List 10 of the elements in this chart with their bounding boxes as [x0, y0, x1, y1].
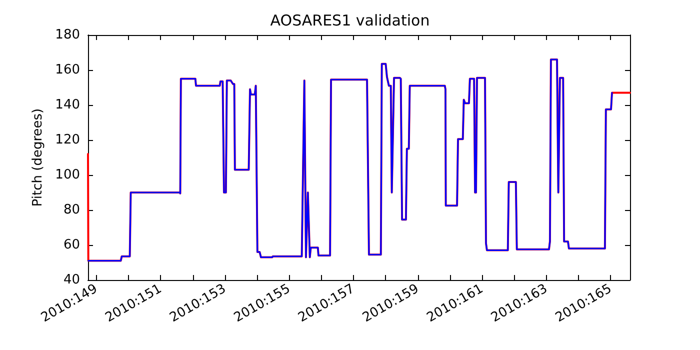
y-tick-label: 180 — [55, 28, 80, 42]
y-tick-label: 140 — [55, 98, 80, 112]
y-tick-label: 80 — [63, 202, 80, 218]
chart-title: AOSARES1 validation — [270, 12, 430, 30]
y-tick-label: 100 — [55, 168, 80, 182]
y-tick-label: 120 — [55, 132, 80, 148]
y-tick-label: 40 — [63, 272, 80, 288]
y-axis-title: Pitch (degrees) — [30, 108, 46, 207]
y-tick-label: 160 — [55, 62, 80, 78]
y-tick-label: 60 — [63, 238, 80, 252]
